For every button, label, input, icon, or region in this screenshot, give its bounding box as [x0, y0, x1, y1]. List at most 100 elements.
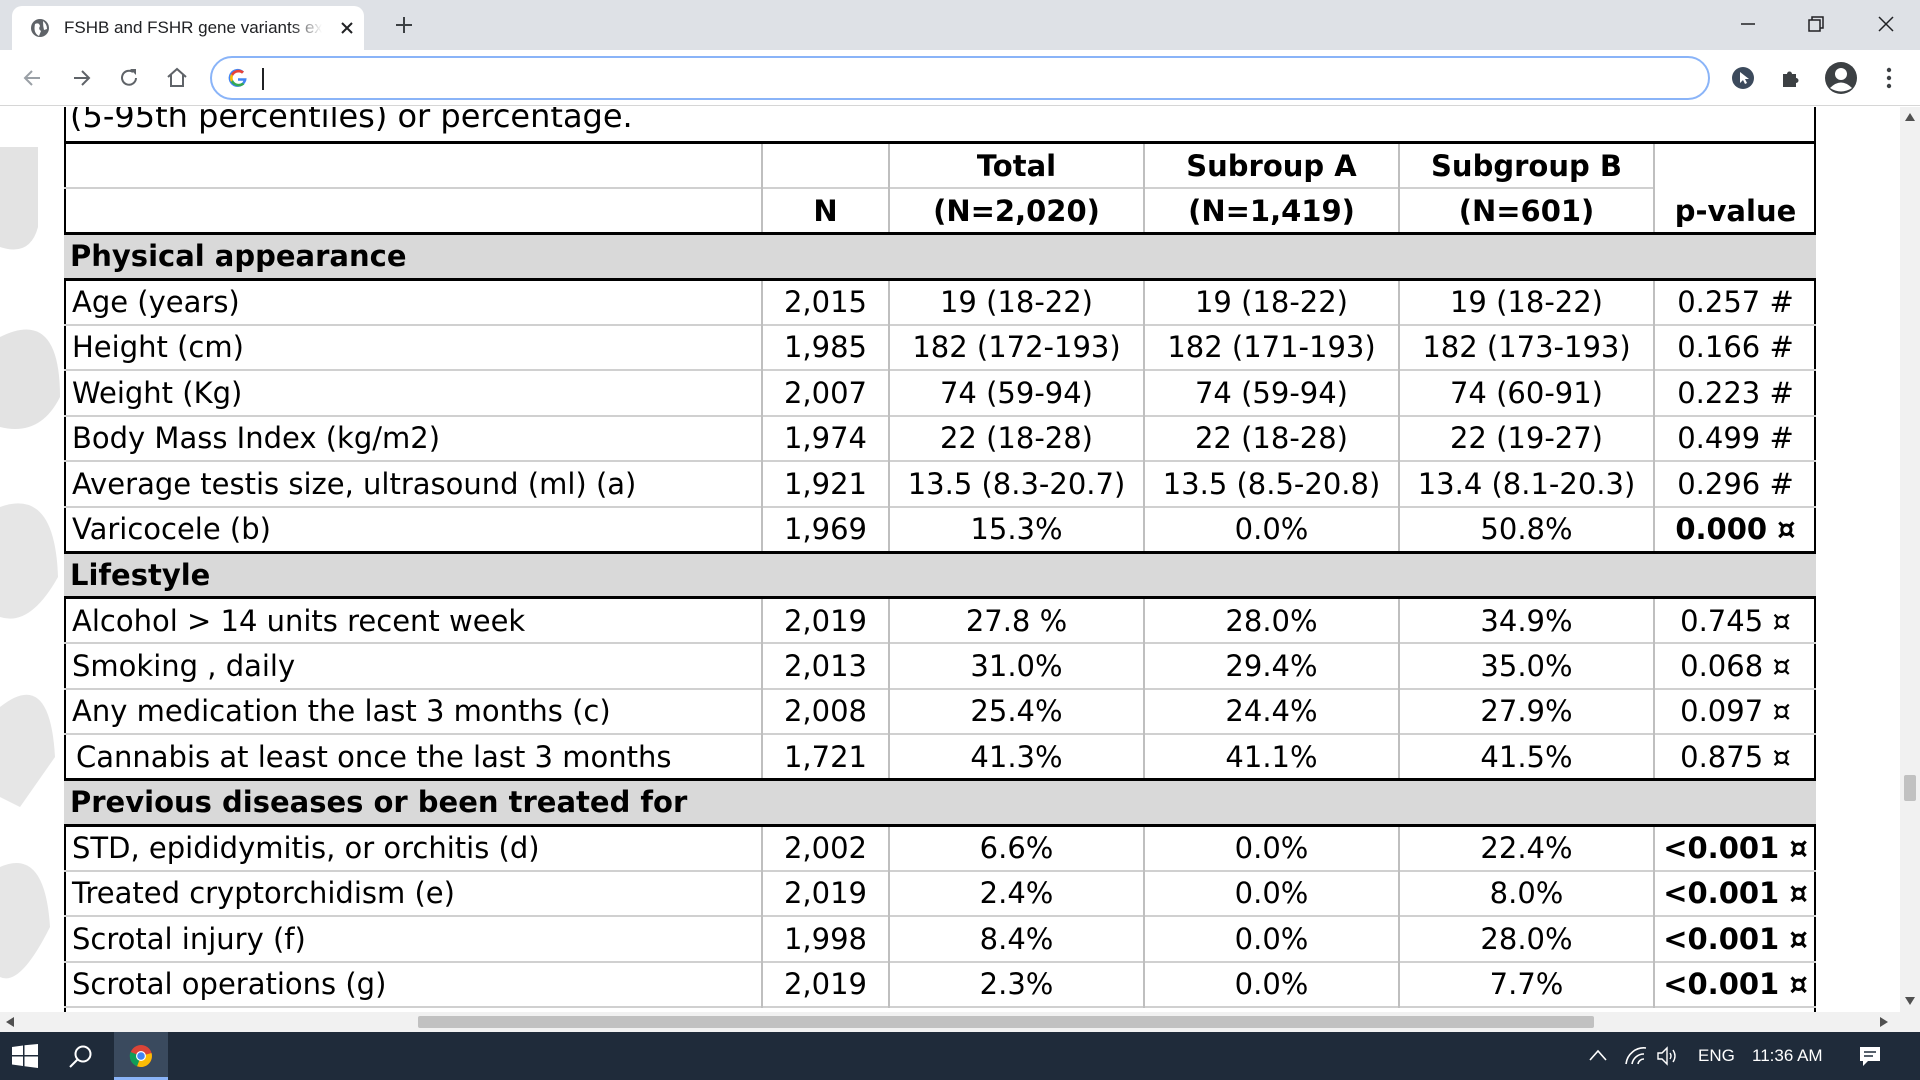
n-cell: 2,019 [761, 597, 889, 643]
pvalue-cell: 0.097 ¤ [1653, 688, 1816, 734]
scroll-up-arrow-icon[interactable] [1905, 113, 1915, 121]
watermark-graphic [0, 107, 70, 1012]
n-cell: 2,008 [761, 688, 889, 734]
row-label: Height (cm) [72, 330, 244, 365]
total-cell: 2.3% [888, 961, 1144, 1007]
extensions-puzzle-icon[interactable] [1778, 65, 1804, 91]
subgroup-a-cell: 74 (59-94) [1143, 370, 1399, 416]
n-cell: 2,015 [761, 279, 889, 325]
extension-cursor-icon[interactable] [1730, 65, 1756, 91]
table-row: STD, epididymitis, or orchitis (d) 2,002 6… [64, 825, 1816, 871]
subgroup-a-cell: 0.0% [1143, 825, 1399, 871]
total-cell: 6.6% [888, 825, 1144, 871]
header-row-2: N (N=2,020) (N=1,419) (N=601) [64, 188, 1816, 234]
scroll-left-arrow-icon[interactable] [6, 1017, 14, 1027]
table-row: Varicocele (b) 1,969 15.3% 0.0% 50.8% 0.000 ¤ [64, 506, 1816, 552]
vertical-scroll-thumb[interactable] [1904, 775, 1916, 801]
row-label: Age (years) [72, 285, 240, 319]
row-label: Smoking , daily [72, 648, 296, 683]
volume-icon[interactable] [1656, 1046, 1680, 1066]
n-cell: 1,974 [761, 415, 889, 461]
close-tab-icon[interactable] [338, 19, 356, 37]
table-row: Alcohol > 14 units recent week 2,019 27.8 … [64, 597, 1816, 643]
total-cell: 19 (18-22) [888, 279, 1144, 325]
n-cell: 2,013 [761, 643, 889, 689]
clock[interactable]: 11:36 AM [1752, 1046, 1823, 1065]
forward-icon[interactable] [68, 65, 94, 91]
total-cell: 8.4% [888, 916, 1144, 962]
browser-toolbar [0, 50, 1920, 106]
subgroup-b-cell: 35.0% [1398, 643, 1654, 689]
restore-icon[interactable] [1802, 10, 1830, 38]
section-row: Previous diseases or been treated for [64, 779, 1816, 825]
notifications-icon[interactable] [1858, 1045, 1882, 1067]
back-icon[interactable] [20, 65, 46, 91]
document-frame [64, 107, 1816, 1012]
subgroup-a-cell: 24.4% [1143, 688, 1399, 734]
table-row: Treated cryptorchidism (e) 2,019 2.4% 0.0% 8… [64, 870, 1816, 916]
close-window-icon[interactable] [1872, 10, 1900, 38]
section-title: Lifestyle [70, 557, 211, 592]
header-pvalue: p-value [1653, 142, 1816, 234]
scrollbar-corner [1900, 1012, 1920, 1032]
wifi-icon[interactable] [1624, 1046, 1648, 1066]
total-cell: 13.5 (8.3-20.7) [888, 461, 1144, 507]
n-cell: 1,985 [761, 324, 889, 370]
chevron-up-icon[interactable] [1588, 1048, 1608, 1062]
subgroup-b-cell: 34.9% [1398, 597, 1654, 643]
subgroup-b-cell: 22.4% [1398, 825, 1654, 871]
taskbar-chrome-button[interactable] [114, 1032, 168, 1080]
pvalue-cell: 0.875 ¤ [1653, 734, 1816, 780]
horizontal-scroll-thumb[interactable] [418, 1016, 1594, 1028]
subgroup-b-cell: 13.4 (8.1-20.3) [1398, 461, 1654, 507]
page-viewport: (5-95th percentiles) or percentage. Tota… [0, 107, 1900, 1012]
menu-kebab-icon[interactable] [1876, 65, 1902, 91]
row-label: Varicocele (b) [72, 512, 271, 546]
section-row: Physical appearance [64, 233, 1816, 279]
tab-active[interactable]: FSHB and FSHR gene variants exp [12, 6, 364, 50]
horizontal-scrollbar[interactable] [0, 1012, 1900, 1032]
subgroup-a-cell: 19 (18-22) [1143, 279, 1399, 325]
row-label: Body Mass Index (kg/m2) [72, 421, 441, 456]
profile-avatar-icon[interactable] [1824, 61, 1858, 95]
vertical-scrollbar[interactable] [1900, 107, 1920, 1012]
subgroup-a-cell: 29.4% [1143, 643, 1399, 689]
subgroup-b-cell: 50.8% [1398, 506, 1654, 552]
google-icon [228, 68, 247, 87]
subgroup-b-cell: 182 (173-193) [1398, 324, 1654, 370]
header-row-1: Total Subroup A Subgroup B p-value [64, 142, 1816, 234]
scroll-down-arrow-icon[interactable] [1905, 997, 1915, 1005]
windows-start-icon[interactable] [12, 1044, 38, 1068]
table-body: Physical appearance Age (years) 2,015 19 (1… [64, 233, 1816, 1007]
new-tab-icon[interactable] [392, 13, 416, 37]
section-title: Previous diseases or been treated for [70, 785, 688, 820]
minimize-icon[interactable] [1734, 10, 1762, 38]
n-cell: 2,002 [761, 825, 889, 871]
reload-icon[interactable] [116, 65, 142, 91]
tab-title: FSHB and FSHR gene variants exp [64, 18, 322, 37]
row-label: STD, epididymitis, or orchitis (d) [72, 831, 540, 865]
subgroup-a-cell: 182 (171-193) [1143, 324, 1399, 370]
subgroup-b-cell: 8.0% [1398, 870, 1654, 916]
pvalue-cell: 0.745 ¤ [1653, 597, 1816, 643]
characteristics-table: Total Subroup A Subgroup B p-value N (N=… [64, 141, 1816, 1008]
header-subgroup-a-count: (N=1,419) [1143, 188, 1399, 234]
address-input[interactable] [260, 64, 1680, 92]
scroll-right-arrow-icon[interactable] [1880, 1017, 1888, 1027]
search-icon[interactable] [68, 1044, 94, 1070]
total-cell: 25.4% [888, 688, 1144, 734]
pvalue-cell: 0.499 # [1653, 415, 1816, 461]
language-indicator[interactable]: ENG [1698, 1046, 1735, 1065]
header-subgroup-b: Subgroup B [1398, 142, 1654, 188]
header-total: Total [888, 142, 1144, 188]
total-cell: 2.4% [888, 870, 1144, 916]
total-cell: 74 (59-94) [888, 370, 1144, 416]
address-bar[interactable] [210, 56, 1710, 100]
pvalue-cell: 0.166 # [1653, 324, 1816, 370]
subgroup-a-cell: 13.5 (8.5-20.8) [1143, 461, 1399, 507]
home-icon[interactable] [164, 65, 190, 91]
table-row: Average testis size, ultrasound (ml) (a)… [64, 461, 1816, 507]
header-n: N [761, 188, 889, 234]
row-label: Alcohol > 14 units recent week [72, 603, 526, 638]
table-row: Scrotal operations (g) 2,019 2.3% 0.0% 7.7% <… [64, 961, 1816, 1007]
